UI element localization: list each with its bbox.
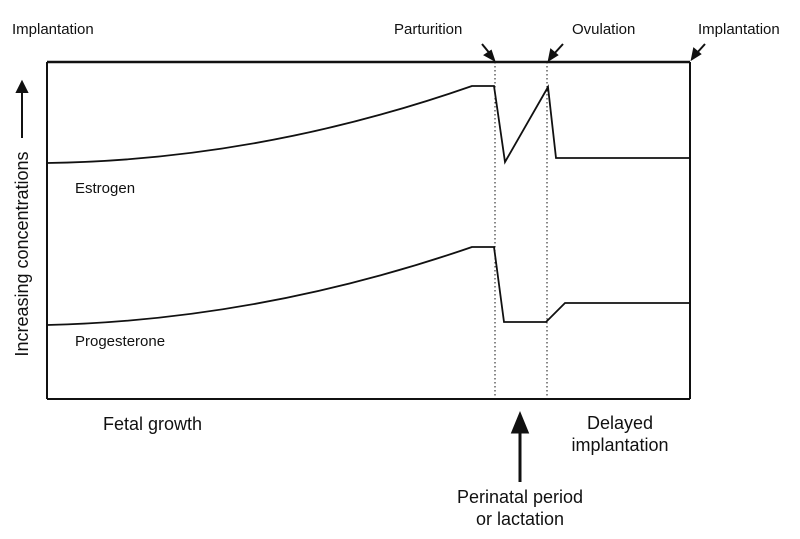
estrogen-label: Estrogen bbox=[75, 180, 136, 197]
perinatal-up-arrow bbox=[510, 411, 530, 482]
delayed-implantation-label: Delayed implantation bbox=[555, 414, 685, 454]
estrogen-curve bbox=[46, 84, 690, 165]
progesterone-curve bbox=[46, 246, 690, 326]
ovulation-arrow bbox=[547, 43, 564, 63]
y-axis-label: Increasing concentrations bbox=[12, 151, 32, 357]
parturition-label: Parturition bbox=[394, 21, 463, 38]
fetal-growth-label: Fetal growth bbox=[103, 414, 203, 434]
implantation-end-arrow bbox=[690, 43, 706, 62]
delayed-implantation-line1: Delayed bbox=[586, 413, 654, 433]
perinatal-line2: or lactation bbox=[475, 509, 565, 529]
implantation-end-label: Implantation bbox=[698, 21, 780, 38]
progesterone-label: Progesterone bbox=[75, 333, 166, 350]
delayed-implantation-line2: implantation bbox=[571, 435, 669, 455]
ovulation-label: Ovulation bbox=[572, 21, 636, 38]
implantation-start-label: Implantation bbox=[12, 21, 94, 38]
perinatal-label: Perinatal period or lactation bbox=[440, 488, 600, 528]
y-axis-up-arrow bbox=[15, 79, 29, 138]
perinatal-line1: Perinatal period bbox=[456, 487, 584, 507]
parturition-arrow bbox=[481, 43, 496, 63]
